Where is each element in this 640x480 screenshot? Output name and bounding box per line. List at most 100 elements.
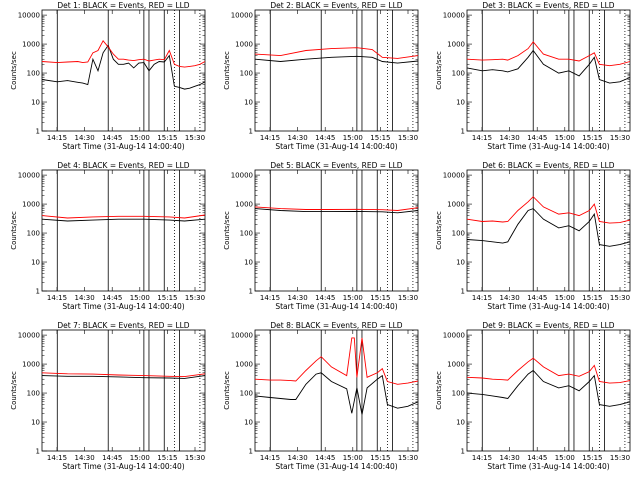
detector-panel-5: Det 5: BLACK = Events, RED = LLD 1 10 100 10…: [223, 161, 419, 311]
x-tick-label: 15:00: [555, 134, 575, 142]
y-tick-label: 10: [456, 419, 465, 427]
panel-title: Det 1: BLACK = Events, RED = LLD: [57, 1, 189, 10]
x-tick-label: 14:45: [527, 454, 547, 462]
x-tick-label: 15:00: [555, 294, 575, 302]
plot-frame: [41, 329, 206, 452]
plot-frame: [466, 169, 631, 292]
y-tick-label: 100: [452, 390, 465, 398]
x-tick-label: 14:15: [47, 294, 67, 302]
y-tick-label: 10: [244, 419, 253, 427]
x-axis-label: Start Time (31-Aug-14 14:00:40): [487, 142, 609, 151]
plot-frame: [41, 169, 206, 292]
x-tick-label: 15:00: [343, 294, 363, 302]
y-tick-label: 1000: [447, 41, 465, 49]
detector-panel-2: Det 2: BLACK = Events, RED = LLD 1 10 100 10…: [223, 1, 419, 151]
x-tick-label: 14:45: [315, 294, 335, 302]
y-tick-label: 1: [461, 128, 465, 136]
red-series-line: [466, 41, 631, 67]
detector-panel-1: Det 1: BLACK = Events, RED = LLD 1 10 100 10…: [10, 1, 206, 151]
y-axis-label: Counts/sec: [223, 371, 231, 410]
y-tick-label: 1: [36, 288, 40, 296]
plot-frame: [254, 329, 419, 452]
x-tick-label: 15:30: [610, 454, 630, 462]
x-tick-label: 15:15: [582, 294, 602, 302]
x-axis-label: Start Time (31-Aug-14 14:00:40): [62, 462, 184, 471]
y-tick-label: 100: [240, 230, 253, 238]
x-tick-label: 15:30: [398, 294, 418, 302]
y-tick-label: 1000: [235, 201, 253, 209]
detector-panel-7: Det 7: BLACK = Events, RED = LLD 1 10 100 10…: [10, 321, 206, 471]
y-tick-label: 10000: [443, 172, 465, 180]
x-tick-label: 15:30: [185, 134, 205, 142]
x-tick-label: 14:15: [472, 294, 492, 302]
black-series-line: [41, 44, 206, 90]
y-tick-label: 10: [456, 99, 465, 107]
y-tick-label: 10000: [443, 12, 465, 20]
y-tick-label: 1: [249, 128, 253, 136]
x-tick-label: 15:00: [343, 454, 363, 462]
x-tick-label: 15:30: [185, 454, 205, 462]
y-tick-label: 10000: [18, 332, 40, 340]
red-series-line: [466, 196, 631, 224]
y-tick-label: 1: [36, 128, 40, 136]
black-series-line: [254, 55, 419, 64]
y-tick-label: 1: [461, 288, 465, 296]
panel-title: Det 8: BLACK = Events, RED = LLD: [270, 321, 402, 330]
y-axis-label: Counts/sec: [10, 51, 18, 90]
x-tick-label: 15:15: [157, 134, 177, 142]
plot-frame: [466, 329, 631, 452]
y-tick-label: 10: [456, 259, 465, 267]
y-tick-label: 100: [452, 230, 465, 238]
x-tick-label: 14:30: [288, 134, 308, 142]
x-tick-label: 14:30: [75, 134, 95, 142]
x-axis-label: Start Time (31-Aug-14 14:00:40): [275, 142, 397, 151]
x-tick-label: 14:45: [527, 134, 547, 142]
x-tick-label: 15:15: [370, 454, 390, 462]
x-tick-label: 14:30: [500, 454, 520, 462]
y-tick-label: 1000: [447, 361, 465, 369]
detector-panel-9: Det 9: BLACK = Events, RED = LLD 1 10 100 10…: [435, 321, 631, 471]
x-tick-label: 15:00: [130, 454, 150, 462]
x-tick-label: 14:45: [102, 134, 122, 142]
x-axis-label: Start Time (31-Aug-14 14:00:40): [62, 302, 184, 311]
x-tick-label: 14:30: [288, 454, 308, 462]
panel-title: Det 2: BLACK = Events, RED = LLD: [270, 1, 402, 10]
x-tick-label: 14:45: [527, 294, 547, 302]
x-tick-label: 14:15: [47, 454, 67, 462]
panel-title: Det 9: BLACK = Events, RED = LLD: [482, 321, 614, 330]
y-tick-label: 10: [31, 259, 40, 267]
detector-panel-8: Det 8: BLACK = Events, RED = LLD 1 10 100 10…: [223, 321, 419, 471]
x-tick-label: 14:15: [260, 134, 280, 142]
y-tick-label: 10000: [231, 332, 253, 340]
plot-frame: [466, 9, 631, 132]
x-tick-label: 15:15: [157, 294, 177, 302]
y-axis-label: Counts/sec: [223, 211, 231, 250]
x-tick-label: 15:15: [370, 294, 390, 302]
x-tick-label: 15:00: [130, 294, 150, 302]
y-axis-label: Counts/sec: [10, 371, 18, 410]
panel-title: Det 7: BLACK = Events, RED = LLD: [57, 321, 189, 330]
x-tick-label: 14:30: [500, 294, 520, 302]
x-tick-label: 14:45: [315, 134, 335, 142]
black-series-line: [254, 372, 419, 415]
x-tick-label: 14:15: [472, 134, 492, 142]
x-axis-label: Start Time (31-Aug-14 14:00:40): [275, 302, 397, 311]
detector-panel-3: Det 3: BLACK = Events, RED = LLD 1 10 100 10…: [435, 1, 631, 151]
y-tick-label: 1: [36, 448, 40, 456]
y-axis-label: Counts/sec: [223, 51, 231, 90]
x-tick-label: 14:30: [500, 134, 520, 142]
y-tick-label: 100: [27, 70, 40, 78]
red-series-line: [254, 337, 419, 385]
black-series-line: [254, 208, 419, 214]
x-tick-label: 15:15: [582, 454, 602, 462]
y-tick-label: 100: [27, 390, 40, 398]
plot-frame: [254, 9, 419, 132]
y-axis-label: Counts/sec: [435, 371, 443, 410]
y-tick-label: 100: [240, 390, 253, 398]
black-series-line: [466, 49, 631, 84]
y-tick-label: 10000: [231, 172, 253, 180]
y-axis-label: Counts/sec: [435, 51, 443, 90]
y-tick-label: 10000: [443, 332, 465, 340]
black-series-line: [41, 218, 206, 222]
